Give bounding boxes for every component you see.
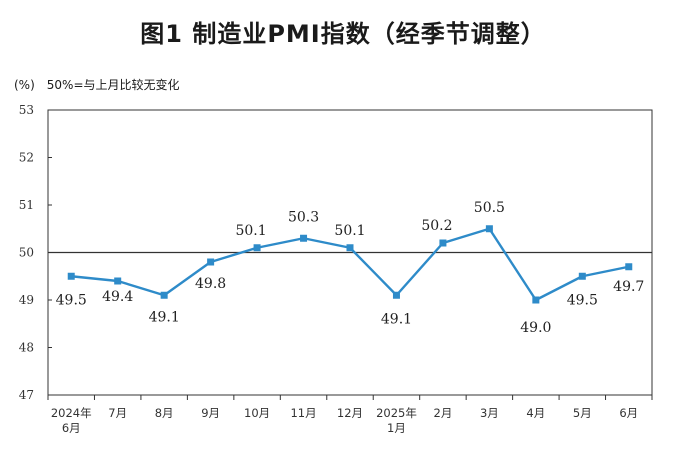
x-tick-label: 7月 <box>108 406 127 420</box>
data-label: 49.1 <box>381 311 412 327</box>
data-point <box>578 272 586 280</box>
data-point <box>67 272 75 280</box>
data-label: 50.2 <box>421 218 452 234</box>
y-tick-label: 53 <box>19 103 34 117</box>
x-tick-label: 1月 <box>387 421 406 435</box>
data-point <box>253 244 261 252</box>
data-point <box>207 258 215 266</box>
data-point <box>625 263 633 271</box>
y-tick-label: 47 <box>19 388 34 402</box>
data-label: 50.1 <box>235 223 266 239</box>
x-tick-label: 6月 <box>619 406 638 420</box>
data-point <box>485 225 493 233</box>
data-label: 49.4 <box>102 289 133 305</box>
x-tick-label: 5月 <box>573 406 592 420</box>
chart-note: (%) 50%=与上月比较无变化 <box>14 76 180 93</box>
baseline-note: 50%=与上月比较无变化 <box>46 78 180 92</box>
y-unit-label: (%) <box>14 78 35 92</box>
data-label: 49.5 <box>567 292 598 308</box>
x-tick-label: 6月 <box>62 421 81 435</box>
y-tick-label: 51 <box>19 198 34 212</box>
data-label: 50.1 <box>334 223 365 239</box>
data-point <box>392 291 400 299</box>
data-label: 50.3 <box>288 209 319 225</box>
x-tick-label: 3月 <box>480 406 499 420</box>
data-label: 49.7 <box>613 279 644 295</box>
x-tick-label: 2月 <box>434 406 453 420</box>
x-tick-label: 9月 <box>201 406 220 420</box>
y-tick-label: 48 <box>19 341 34 355</box>
data-label: 49.0 <box>520 320 551 336</box>
y-tick-label: 50 <box>19 246 34 260</box>
data-label: 49.5 <box>56 292 87 308</box>
x-tick-label: 10月 <box>244 406 270 420</box>
x-tick-label: 2024年 <box>51 406 92 420</box>
y-tick-label: 49 <box>19 293 34 307</box>
x-tick-label: 2025年 <box>376 406 417 420</box>
series-line <box>71 227 630 302</box>
x-tick-label: 8月 <box>155 406 174 420</box>
data-point <box>160 291 168 299</box>
chart-title: 图1 制造业PMI指数（经季节调整） <box>140 20 546 48</box>
data-point <box>439 239 447 247</box>
y-tick-label: 52 <box>19 151 34 165</box>
data-label: 49.1 <box>149 309 180 325</box>
x-tick-label: 11月 <box>290 406 316 420</box>
data-label: 50.5 <box>474 200 505 216</box>
data-point <box>114 277 122 285</box>
data-point <box>346 244 354 252</box>
data-point <box>532 296 540 304</box>
data-point <box>300 234 308 242</box>
data-label: 49.8 <box>195 276 226 292</box>
x-tick-label: 4月 <box>526 406 545 420</box>
x-tick-label: 12月 <box>337 406 363 420</box>
